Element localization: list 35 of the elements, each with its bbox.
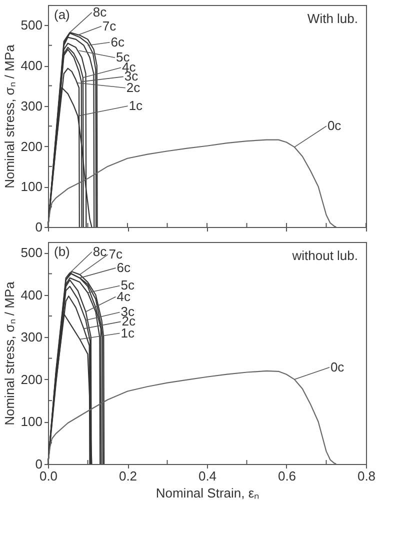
x-tick-label: 0.8 xyxy=(357,468,376,484)
y-axis-title: Nominal stress, σₙ / MPa xyxy=(2,280,17,426)
annotation: 1c xyxy=(120,325,136,340)
annotation: 8c xyxy=(92,244,108,259)
y-tick-label: 500 xyxy=(20,245,42,260)
y-tick-label: 0 xyxy=(35,456,42,472)
annotation: 7c xyxy=(108,246,124,262)
annotation: 7c xyxy=(102,18,117,34)
y-tick-label: 200 xyxy=(20,138,42,154)
y-tick-label: 300 xyxy=(20,330,42,345)
annotation: 6c xyxy=(110,34,125,50)
annotation: 8c xyxy=(92,4,108,20)
x-tick-label: 0.4 xyxy=(198,468,217,484)
x-tick-label: 0.6 xyxy=(278,468,296,484)
y-tick-label: 500 xyxy=(20,18,42,33)
x-tick-label: 0.0 xyxy=(39,468,58,484)
y-tick-label: 200 xyxy=(20,372,42,387)
annotation: without lub. xyxy=(291,248,358,263)
annotation: (a) xyxy=(54,7,70,22)
x-tick-label: 0.2 xyxy=(118,468,138,484)
annotation: 6c xyxy=(116,260,132,275)
x-axis-title: Nominal Strain, εₙ xyxy=(156,486,260,500)
annotation: 2c xyxy=(126,80,141,95)
annotation: 1c xyxy=(128,98,144,113)
annotation: 0c xyxy=(330,359,345,374)
y-tick-label: 400 xyxy=(20,287,42,302)
y-tick-label: 100 xyxy=(20,179,42,194)
y-tick-label: 100 xyxy=(20,414,42,430)
y-tick-label: 400 xyxy=(20,58,42,74)
annotation: (b) xyxy=(54,244,70,259)
y-axis-title: Nominal stress, σₙ / MPa xyxy=(2,44,17,188)
annotation: With lub. xyxy=(307,11,358,26)
y-tick-label: 300 xyxy=(20,98,42,114)
annotation: 0c xyxy=(327,118,342,134)
y-tick-label: 0 xyxy=(35,220,42,234)
